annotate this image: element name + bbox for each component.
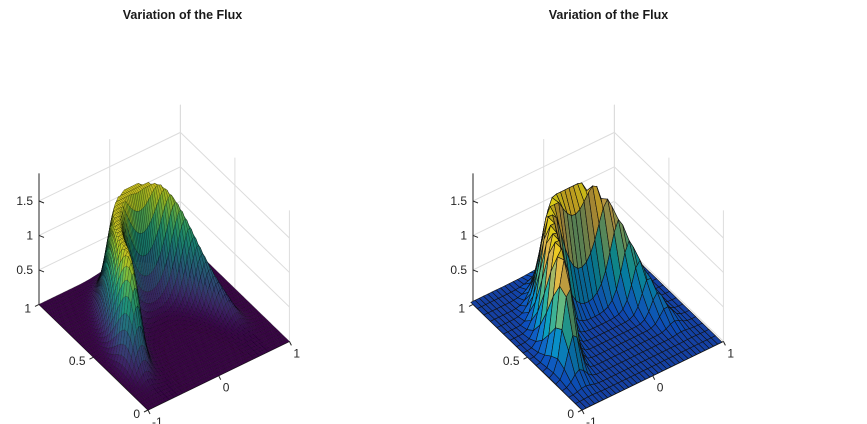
y-tick-label: 0 <box>133 407 140 421</box>
x-tick-mark <box>288 341 292 346</box>
z-tick-mark <box>472 200 479 204</box>
z-tick-label: 0.5 <box>16 263 33 277</box>
y-tick-label: 1 <box>458 301 465 315</box>
z-tick-label: 0.5 <box>450 263 467 277</box>
x-tick-mark <box>147 409 151 415</box>
x-tick-mark <box>218 375 222 380</box>
y-tick-mark <box>468 303 474 307</box>
y-tick-mark <box>89 356 94 360</box>
y-tick-label: 0.5 <box>69 354 86 368</box>
z-tick-mark <box>38 269 45 273</box>
surface <box>38 181 290 411</box>
chart-title: Variation of the Flux <box>122 8 243 22</box>
x-tick-label: 0 <box>223 381 230 395</box>
x-tick-label: -1 <box>152 415 163 424</box>
z-tick-mark <box>38 200 45 204</box>
chart-title: Variation of the Flux <box>548 8 669 22</box>
z-tick-label: 1.5 <box>16 194 33 208</box>
x-tick-mark <box>722 341 726 346</box>
y-tick-label: 1 <box>24 301 31 315</box>
z-tick-label: 1 <box>26 228 33 242</box>
z-tick-mark <box>472 234 479 238</box>
surface-plot-right: 0.5 1 1.5 0 0.5 1 -1 0 1 <box>450 104 734 424</box>
z-tick-mark <box>472 269 479 273</box>
x-tick-label: 0 <box>657 381 664 395</box>
x-tick-mark <box>581 409 585 415</box>
x-tick-label: -1 <box>586 415 597 424</box>
right-chart-panel: Variation of the Flux 0.5 1 1.5 0 0.5 1 -1 0 1 <box>434 0 867 424</box>
y-tick-mark <box>523 356 528 360</box>
y-tick-label: 0.5 <box>503 354 520 368</box>
x-tick-label: 1 <box>727 346 734 360</box>
surface-patch <box>284 338 290 343</box>
y-tick-mark <box>143 409 149 413</box>
surface-patch <box>710 335 723 345</box>
z-tick-label: 1 <box>460 228 467 242</box>
x-tick-mark <box>652 375 656 380</box>
z-tick-label: 1.5 <box>450 194 467 208</box>
x-tick-label: 1 <box>293 346 300 360</box>
y-tick-label: 0 <box>567 407 574 421</box>
y-tick-mark <box>34 303 40 307</box>
surface-plot-left: 0.5 1 1.5 0 0.5 1 -1 0 1 <box>16 104 300 424</box>
y-tick-mark <box>577 409 583 413</box>
z-tick-mark <box>38 234 45 238</box>
surface <box>470 182 723 411</box>
left-chart-panel: Variation of the Flux 0.5 1 1.5 0 0.5 1 -1 0 1 <box>0 0 433 424</box>
